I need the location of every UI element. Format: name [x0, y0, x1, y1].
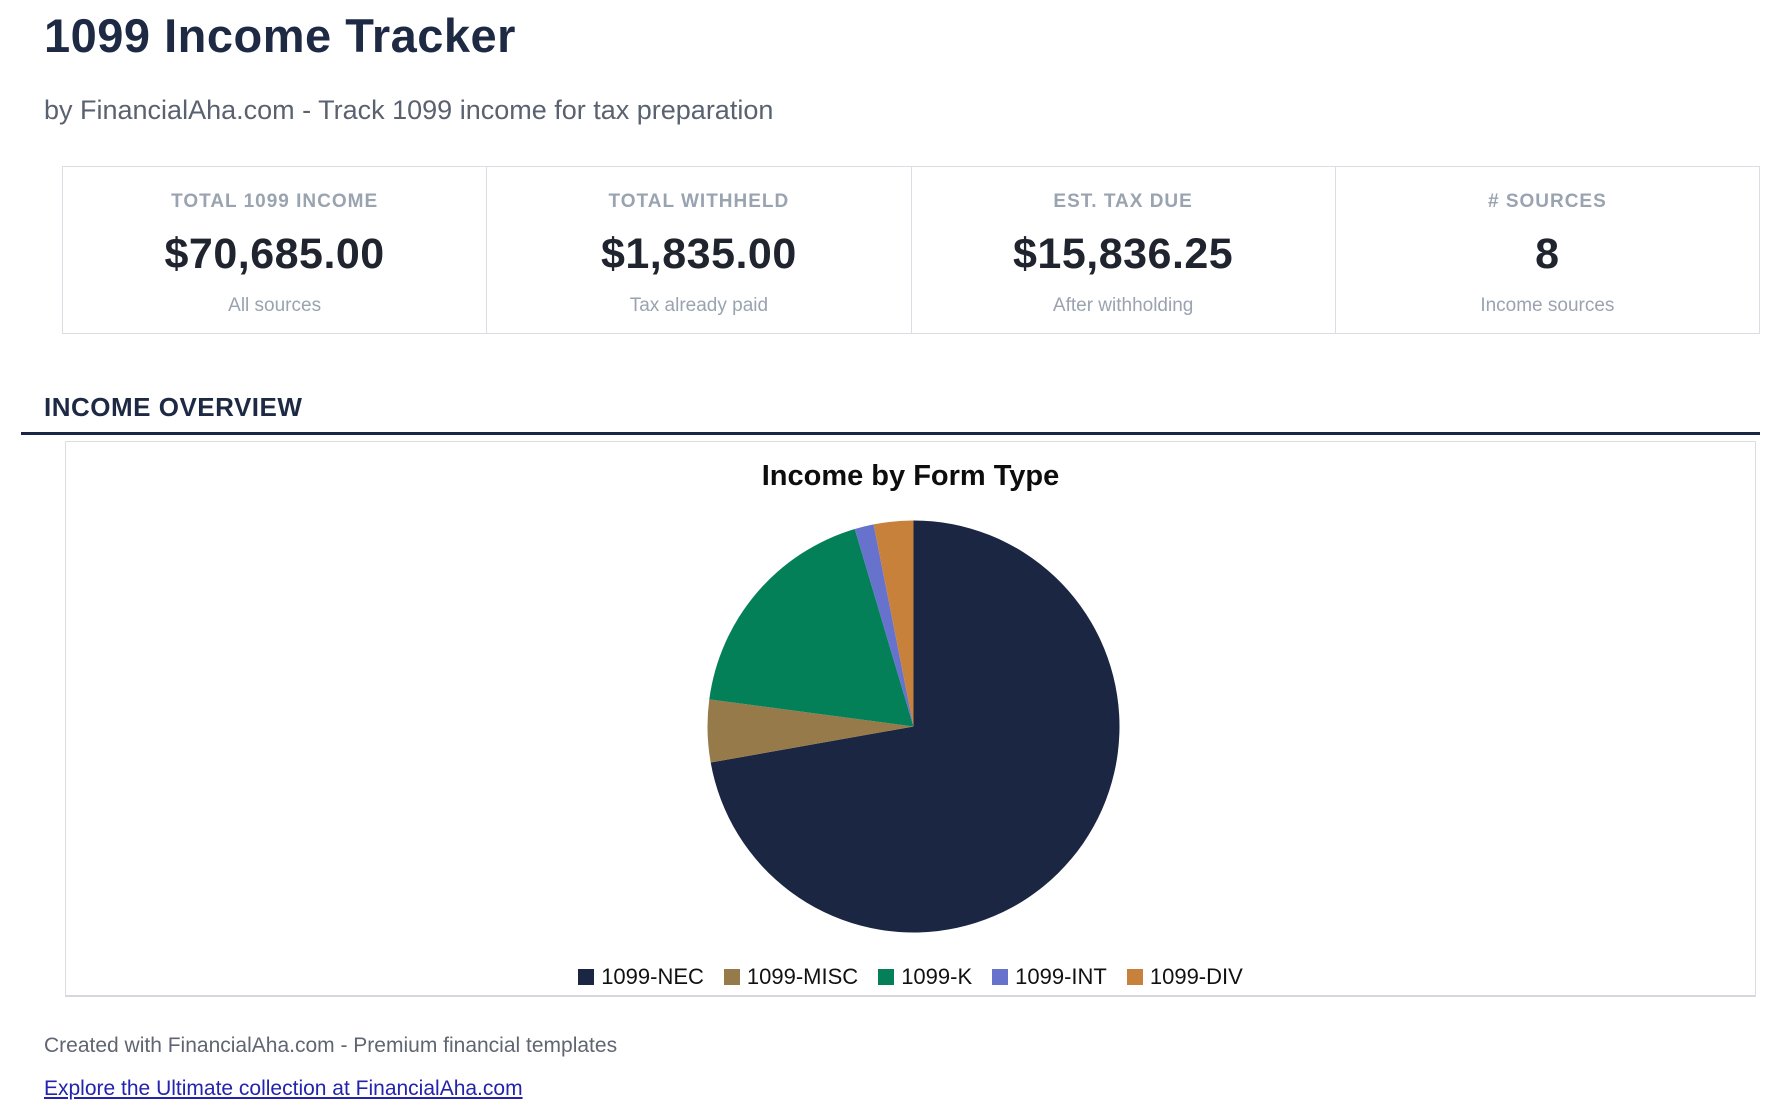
page-subtitle: by FinancialAha.com - Track 1099 income … [44, 95, 774, 125]
card-label: # SOURCES [1487, 191, 1607, 212]
page-title: 1099 Income Tracker [44, 9, 516, 62]
card-est-tax-due: EST. TAX DUE $15,836.25 After withholdin… [912, 167, 1336, 333]
card-sublabel: Income sources [1480, 295, 1615, 316]
section-divider [21, 432, 1760, 435]
legend-swatch-1099-K [878, 969, 895, 985]
pie-slice-1099-INT [854, 524, 914, 727]
legend-label: 1099-INT [1015, 964, 1107, 989]
footer-link[interactable]: Explore the Ultimate collection at Finan… [44, 1077, 523, 1100]
summary-cards-row: TOTAL 1099 INCOME $70,685.00 All sources… [62, 166, 1760, 334]
card-label: TOTAL 1099 INCOME [171, 191, 379, 212]
legend-label: 1099-NEC [601, 964, 704, 989]
legend-item-1099-NEC: 1099-NEC [578, 964, 704, 990]
card-label: EST. TAX DUE [1053, 191, 1193, 212]
card-value: 8 [1535, 229, 1560, 278]
legend-swatch-1099-MISC [723, 969, 740, 985]
card-sublabel: Tax already paid [629, 295, 769, 316]
card-value: $1,835.00 [600, 229, 797, 278]
card-value: $70,685.00 [164, 229, 385, 278]
pie-slice-1099-NEC [710, 520, 1120, 933]
legend-label: 1099-DIV [1149, 964, 1243, 989]
card-total-withheld: TOTAL WITHHELD $1,835.00 Tax already pai… [487, 167, 912, 333]
chart-title: Income by Form Type [761, 460, 1060, 492]
legend-item-1099-DIV: 1099-DIV [1126, 964, 1243, 990]
card-sublabel: All sources [228, 295, 322, 316]
legend-swatch-1099-INT [992, 969, 1009, 985]
legend-label: 1099-MISC [746, 964, 859, 989]
card-label: TOTAL WITHHELD [608, 191, 790, 212]
pie-slice-1099-K [709, 529, 914, 727]
pie-slice-1099-DIV [873, 520, 914, 727]
legend-swatch-1099-DIV [1126, 969, 1143, 985]
chart-legend: 1099-NEC 1099-MISC 1099-K 1099-INT 1099-DIV [66, 964, 1755, 990]
card-value: $15,836.25 [1013, 229, 1234, 278]
legend-item-1099-MISC: 1099-MISC [723, 964, 859, 990]
card-num-sources: # SOURCES 8 Income sources [1336, 167, 1759, 333]
pie-slice-1099-MISC [707, 699, 914, 763]
card-sublabel: After withholding [1052, 295, 1194, 316]
legend-swatch-1099-NEC [578, 969, 595, 985]
section-heading-income-overview: INCOME OVERVIEW [44, 392, 303, 422]
footer-note: Created with FinancialAha.com - Premium … [44, 1034, 618, 1057]
chart-container: Income by Form Type 1099-NEC 1099-MISC 109… [65, 441, 1756, 997]
legend-label: 1099-K [901, 964, 973, 989]
pie-chart [707, 520, 1120, 933]
legend-item-1099-K: 1099-K [878, 964, 972, 990]
card-total-income: TOTAL 1099 INCOME $70,685.00 All sources [63, 167, 488, 333]
legend-item-1099-INT: 1099-INT [992, 964, 1107, 990]
